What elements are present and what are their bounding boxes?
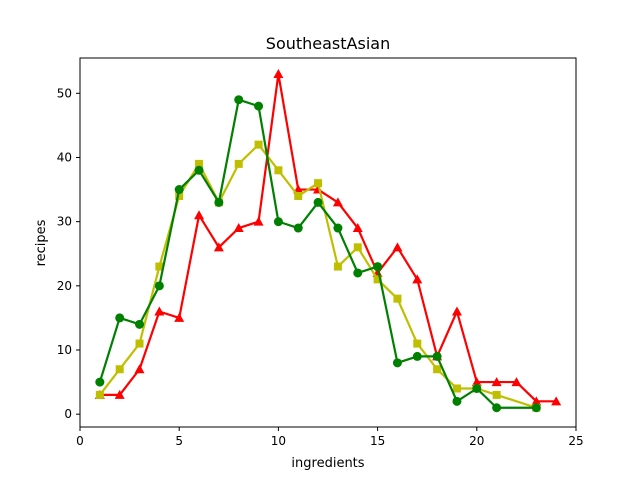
- data-point: [392, 358, 402, 368]
- data-point: [95, 377, 105, 387]
- data-point: [174, 312, 185, 322]
- data-point: [332, 197, 343, 207]
- y-tick-label: 0: [64, 407, 72, 421]
- data-point: [313, 197, 323, 207]
- data-point: [253, 216, 264, 226]
- data-point: [353, 268, 363, 278]
- data-point: [471, 377, 482, 387]
- data-point: [433, 365, 442, 374]
- x-tick-label: 10: [271, 434, 286, 448]
- data-point: [154, 306, 165, 316]
- series-line: [99, 72, 557, 403]
- data-point: [492, 403, 502, 413]
- data-point: [254, 140, 263, 149]
- data-point: [432, 351, 442, 361]
- data-point: [511, 377, 522, 387]
- data-point: [213, 242, 224, 252]
- data-point: [95, 390, 104, 399]
- data-point: [175, 191, 184, 200]
- x-axis-label: ingredients: [291, 456, 364, 471]
- data-point: [214, 197, 224, 207]
- y-tick-label: 40: [57, 150, 72, 164]
- data-point: [531, 403, 541, 413]
- data-point: [314, 179, 323, 188]
- data-point: [273, 69, 284, 79]
- data-point: [135, 319, 145, 329]
- x-tick-label: 5: [175, 434, 183, 448]
- x-tick-label: 0: [76, 434, 84, 448]
- data-point: [451, 306, 462, 316]
- series-3: [95, 95, 541, 413]
- data-point: [114, 389, 125, 399]
- data-point: [412, 351, 422, 361]
- data-point: [115, 313, 125, 323]
- data-point: [393, 294, 402, 303]
- y-tick-label: 10: [57, 343, 72, 357]
- data-point: [392, 242, 403, 252]
- data-point: [551, 396, 562, 406]
- data-point: [254, 101, 264, 111]
- plot-frame: [79, 57, 577, 428]
- data-point: [233, 223, 244, 233]
- data-point: [195, 159, 204, 168]
- y-tick-label: 30: [57, 215, 72, 229]
- data-point: [234, 159, 243, 168]
- x-tick-label: 15: [370, 434, 385, 448]
- data-point: [373, 275, 382, 284]
- y-tick-label: 20: [57, 279, 72, 293]
- data-point: [134, 364, 145, 374]
- data-point: [234, 95, 244, 105]
- y-axis-label: recipes: [34, 219, 49, 266]
- data-point: [333, 262, 342, 271]
- data-point: [273, 217, 283, 227]
- data-point: [194, 210, 205, 220]
- data-point: [174, 185, 184, 195]
- data-point: [413, 339, 422, 348]
- data-point: [293, 223, 303, 233]
- chart-title: SoutheastAsian: [266, 34, 390, 53]
- data-point: [135, 339, 144, 348]
- data-point: [492, 390, 501, 399]
- data-point: [333, 223, 343, 233]
- series-line: [98, 98, 537, 409]
- data-point: [115, 365, 124, 374]
- data-point: [154, 281, 164, 291]
- data-point: [373, 262, 383, 272]
- data-point: [352, 223, 363, 233]
- data-point: [531, 396, 542, 406]
- data-point: [412, 274, 423, 284]
- data-point: [452, 396, 462, 406]
- data-point: [353, 243, 362, 252]
- data-point: [274, 166, 283, 175]
- series-1: [94, 69, 562, 406]
- y-tick-label: 50: [57, 86, 72, 100]
- data-point: [472, 383, 482, 393]
- x-tick-label: 20: [469, 434, 484, 448]
- data-point: [194, 165, 204, 175]
- data-point: [155, 262, 164, 271]
- data-point: [294, 191, 303, 200]
- data-point: [491, 377, 502, 387]
- data-point: [452, 384, 461, 393]
- x-tick-label: 25: [568, 434, 583, 448]
